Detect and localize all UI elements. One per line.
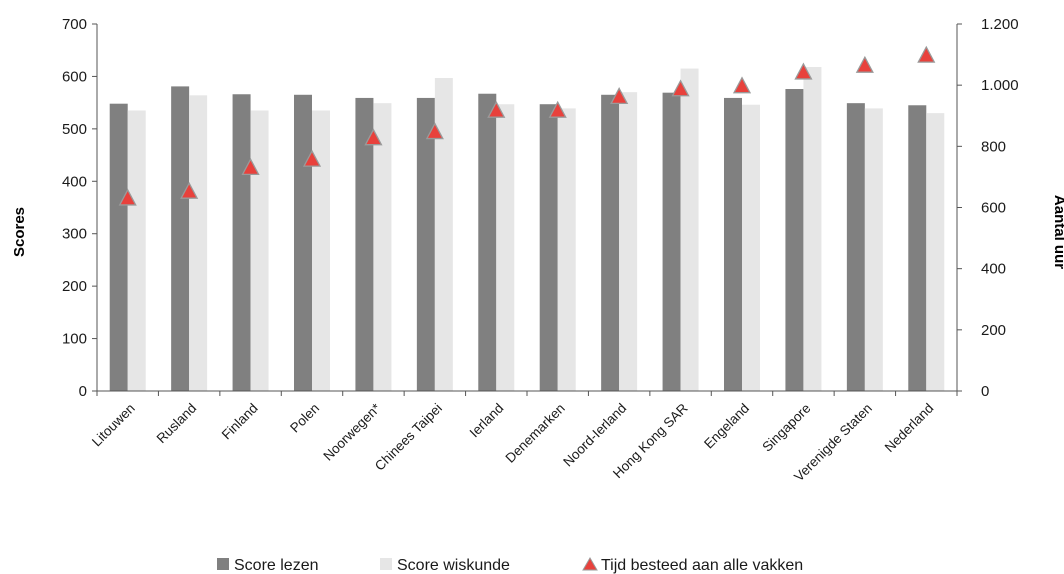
y-tick-label: 0 (79, 383, 87, 400)
bar-score-wiskunde (127, 110, 146, 391)
bar-score-lezen (785, 89, 804, 392)
bar-score-wiskunde (373, 103, 392, 391)
marker-tijd-besteed (364, 128, 383, 146)
marker-tijd-besteed (732, 76, 752, 94)
y-tick-label: 700 (62, 16, 87, 33)
bar-score-wiskunde (680, 68, 699, 392)
y-tick-label: 200 (62, 278, 87, 295)
y2-tick-label: 400 (981, 261, 1006, 278)
marker-tijd-besteed (180, 181, 199, 199)
x-tick-label: Noorwegen* (320, 400, 384, 464)
bars-layer (109, 66, 945, 392)
marker-tijd-besteed (671, 79, 690, 97)
y-tick-label: 100 (62, 331, 87, 348)
legend-marker-triangle-icon (582, 557, 598, 571)
bar-score-lezen (232, 94, 251, 392)
marker-tijd-besteed (302, 149, 322, 167)
bar-score-lezen (662, 92, 681, 391)
bar-score-wiskunde (312, 110, 330, 391)
marker-tijd-besteed (917, 45, 936, 63)
markers-layer (118, 45, 936, 206)
x-tick-label: Nederland (882, 401, 937, 456)
y2-tick-label: 1.200 (981, 16, 1019, 33)
bar-score-lezen (724, 97, 742, 391)
y-tick-label: 500 (62, 121, 87, 138)
axes-layer (92, 23, 962, 396)
y2-tick-label: 0 (981, 383, 989, 400)
marker-tijd-besteed (241, 157, 260, 176)
bar-score-wiskunde (189, 95, 208, 391)
bar-score-wiskunde (250, 110, 269, 391)
marker-tijd-besteed (118, 188, 137, 206)
bar-score-wiskunde (496, 104, 515, 392)
bar-score-wiskunde (864, 108, 883, 391)
marker-tijd-besteed (425, 122, 444, 140)
bar-score-lezen (109, 103, 128, 391)
marker-tijd-besteed (794, 62, 813, 80)
bar-score-lezen (171, 86, 190, 391)
x-tick-label: Rusland (154, 401, 200, 447)
bar-score-lezen (355, 97, 374, 391)
y2-tick-label: 200 (981, 322, 1006, 339)
x-tick-label: Ierland (467, 401, 507, 441)
y2-tick-label: 1.000 (981, 77, 1019, 94)
x-tick-label: Noord-Ierland (560, 401, 629, 470)
y-tick-label: 600 (62, 68, 87, 85)
legend-swatch-score-lezen (217, 558, 229, 570)
legend-label-tijd-besteed: Tijd besteed aan alle vakken (601, 557, 803, 574)
bar-score-lezen (478, 93, 497, 391)
y-tick-label: 300 (62, 226, 87, 243)
y-tick-label: 400 (62, 173, 87, 190)
bar-score-lezen (539, 104, 558, 392)
y2-tick-label: 800 (981, 138, 1006, 155)
bar-score-wiskunde (803, 66, 822, 392)
bar-score-lezen (846, 103, 865, 391)
bar-score-wiskunde (619, 92, 638, 392)
marker-tijd-besteed (855, 55, 874, 73)
marker-tijd-besteed (610, 87, 629, 105)
x-tick-label: Polen (287, 401, 322, 436)
legend-swatch-score-wiskunde (380, 558, 392, 570)
bar-score-lezen (416, 97, 435, 391)
y2-tick-label: 600 (981, 200, 1006, 217)
legend-label-score-lezen: Score lezen (234, 557, 319, 574)
y2-axis-title: Aantal uur (1051, 195, 1064, 269)
bar-score-wiskunde (926, 113, 945, 391)
bar-score-wiskunde (742, 104, 760, 392)
x-tick-label: Denemarken (503, 401, 568, 466)
bar-score-wiskunde (557, 108, 576, 391)
bar-score-lezen (908, 105, 927, 391)
marker-tijd-besteed (548, 100, 567, 118)
legend: Score lezen Score wiskunde Tijd besteed … (217, 557, 803, 574)
y-axis-title: Scores (11, 207, 28, 257)
marker-tijd-besteed (487, 100, 506, 118)
bar-score-wiskunde (434, 78, 453, 391)
bar-score-lezen (601, 94, 620, 392)
bar-score-lezen (294, 94, 312, 392)
legend-label-score-wiskunde: Score wiskunde (397, 557, 510, 574)
x-tick-label: Singapore (759, 401, 813, 455)
x-tick-label: Finland (219, 401, 261, 443)
x-tick-label: Litouwen (89, 401, 138, 450)
x-tick-label: Engeland (701, 401, 752, 452)
